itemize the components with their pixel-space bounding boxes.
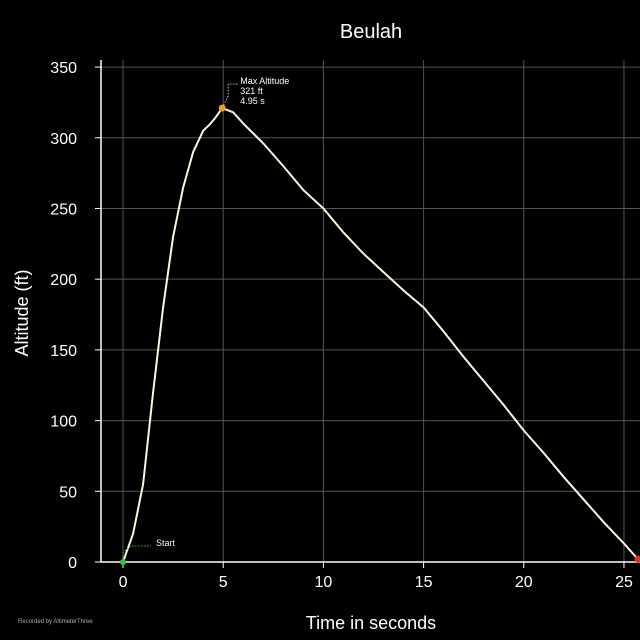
- y-tick-label: 100: [50, 414, 77, 431]
- max-altitude-time: 4.95 s: [240, 96, 265, 106]
- x-tick-label: 0: [119, 574, 128, 591]
- start-leader-line: [122, 545, 152, 562]
- grid-lines: [101, 60, 640, 563]
- max-altitude-label: Max Altitude: [240, 76, 289, 86]
- y-tick-label: 200: [50, 272, 77, 289]
- y-tick-label: 150: [50, 343, 77, 360]
- y-tick-label: 250: [50, 201, 77, 218]
- max-leader-line: [221, 83, 239, 109]
- x-axis-label: Time in seconds: [306, 613, 436, 633]
- x-tick-label: 5: [219, 574, 228, 591]
- recorder-footer: Recorded by AltimeterThree: [18, 619, 93, 625]
- x-tick-label: 25: [615, 574, 633, 591]
- y-tick-label: 350: [50, 60, 77, 77]
- x-tick-label: 15: [415, 574, 433, 591]
- y-tick-label: 300: [50, 131, 77, 148]
- x-tick-labels: 0 5 10 15 20 25: [119, 574, 633, 591]
- axes: [95, 60, 640, 568]
- y-tick-label: 50: [59, 484, 77, 501]
- max-altitude-marker: [218, 104, 226, 112]
- x-tick-label: 20: [515, 574, 533, 591]
- y-tick-labels: 0 50 100 150 200 250 300 350: [50, 60, 77, 572]
- altitude-series-line: [122, 106, 639, 563]
- x-tick-label: 10: [315, 574, 333, 591]
- chart-title: Beulah: [340, 21, 402, 43]
- start-marker: [120, 559, 127, 565]
- y-axis-label: Altitude (ft): [12, 269, 32, 356]
- start-label: Start: [156, 538, 176, 548]
- end-marker: [634, 555, 640, 563]
- y-tick-label: 0: [68, 555, 77, 572]
- max-altitude-value: 321 ft: [240, 86, 263, 96]
